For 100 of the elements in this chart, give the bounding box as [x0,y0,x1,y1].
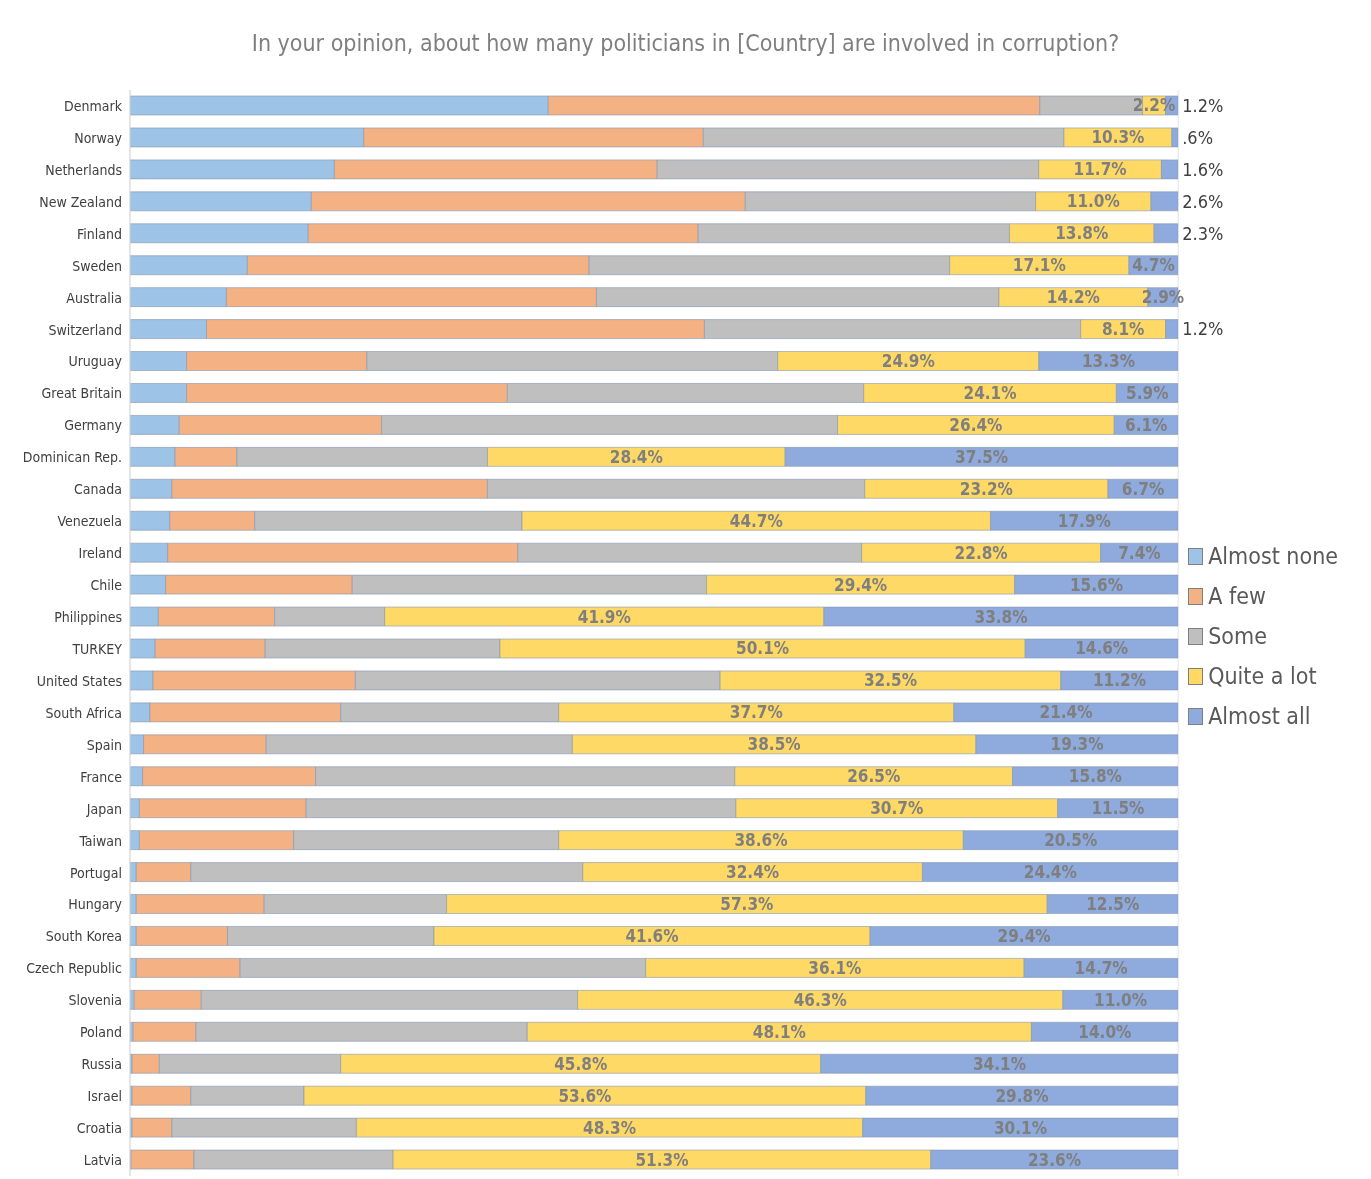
data-label: 22.8% [954,542,1008,563]
y-tick-label: Norway [74,129,123,146]
data-label: 50.1% [736,638,790,659]
data-label: 41.9% [577,606,631,627]
data-label: 21.4% [1039,702,1093,723]
data-label: 34.1% [972,1053,1026,1074]
y-tick-label: Australia [66,289,122,306]
data-label: 32.5% [863,670,917,691]
y-tick-label: Netherlands [45,161,122,178]
y-tick-label: Chile [90,577,123,594]
legend-label: Almost all [1208,703,1311,729]
data-label: 24.9% [881,350,935,371]
y-tick-label: Croatia [76,1120,122,1137]
legend-label: Some [1208,623,1267,649]
data-label: 48.1% [752,1021,806,1042]
y-tick-label: Ireland [78,545,122,562]
data-label: 7.4% [1118,542,1161,563]
data-label: 38.6% [734,830,788,851]
y-tick-label: Spain [86,736,122,753]
data-label: 57.3% [720,893,774,914]
y-tick-label: Japan [85,800,122,817]
y-tick-label: Poland [80,1024,122,1041]
y-tick-label: New Zealand [39,193,122,210]
data-label: 29.4% [834,574,888,595]
data-label: 11.0% [1094,989,1148,1010]
legend-label: Almost none [1208,543,1338,569]
y-tick-label: Czech Republic [26,960,123,977]
data-label: 2.3% [1182,222,1224,244]
data-label: 17.1% [1012,255,1066,276]
chart-title: In your opinion, about how many politicians in [Country] are involved in corruption? [250,29,1121,58]
data-label: 30.1% [993,1117,1047,1138]
y-tick-label: Finland [77,225,122,242]
data-label: 36.1% [808,957,862,978]
data-label: 14.0% [1078,1021,1132,1042]
data-label: 4.7% [1132,255,1175,276]
data-label: 20.5% [1044,830,1098,851]
data-label: 46.3% [793,989,847,1010]
data-label: 6.7% [1121,478,1165,499]
data-label: 29.8% [995,1085,1049,1106]
data-label: 23.6% [1027,1149,1082,1170]
data-label: 13.3% [1081,350,1136,371]
data-label: 33.8% [974,606,1028,627]
data-label: 26.5% [847,766,901,787]
data-label: 1.6% [1182,158,1224,180]
data-label: 1.2% [1182,318,1224,340]
y-tick-label: Denmark [64,97,123,114]
y-tick-label: South Korea [45,928,122,945]
data-label: 11.7% [1073,159,1127,180]
data-label: 37.5% [955,446,1009,467]
data-label: 6.1% [1125,414,1168,435]
y-tick-label: France [80,768,123,785]
y-tick-label: Uruguay [68,353,123,370]
data-label: 19.3% [1050,734,1104,755]
y-tick-label: Switzerland [48,321,122,338]
data-label: 14.6% [1075,638,1129,659]
data-label: 5.9% [1126,382,1169,403]
y-tick-label: South Africa [45,704,122,721]
data-label: 24.4% [1023,862,1077,883]
data-label: 28.4% [609,446,663,467]
data-label: .6% [1182,126,1214,148]
data-label: 51.3% [635,1149,689,1170]
y-tick-label: Canada [74,481,122,498]
data-label: 30.7% [870,798,924,819]
data-label: 12.5% [1086,893,1140,914]
data-label: 48.3% [583,1117,637,1138]
data-label: 14.2% [1046,287,1100,308]
y-tick-label: Israel [87,1088,122,1105]
legend-label: A few [1208,583,1266,609]
data-label: 32.4% [726,862,780,883]
data-label: 24.1% [963,382,1017,403]
data-label: 37.7% [729,702,783,723]
data-label: 8.1% [1101,319,1145,340]
data-label: 26.4% [949,414,1003,435]
y-tick-label: Sweden [72,257,122,274]
y-tick-label: Latvia [83,1152,122,1168]
y-tick-label: Great Britain [41,385,122,402]
data-label: 23.2% [959,478,1013,499]
data-label: 29.4% [997,925,1051,946]
y-tick-label: Portugal [69,864,122,881]
data-label: 17.9% [1057,510,1111,531]
data-label: 14.7% [1074,957,1128,978]
data-label: 10.3% [1091,127,1145,148]
data-label: 11.2% [1092,670,1147,691]
data-label: 41.6% [625,925,679,946]
data-label: 11.0% [1066,191,1120,212]
data-label: 13.8% [1055,223,1109,244]
y-tick-label: Venezuela [57,513,122,530]
data-label: 1.2% [1182,94,1224,116]
y-tick-label: Germany [64,417,123,434]
data-label: 2.6% [1182,190,1224,212]
legend-label: Quite a lot [1208,663,1317,689]
y-tick-label: Hungary [68,896,123,913]
y-tick-label: Slovenia [68,992,122,1009]
data-label: 38.5% [747,734,801,755]
y-tick-label: TURKEY [71,640,123,657]
data-label: 53.6% [558,1085,612,1106]
y-tick-label: United States [36,672,122,689]
y-tick-label: Taiwan [78,832,122,849]
data-label: 45.8% [554,1053,608,1074]
y-tick-label: Dominican Rep. [22,449,122,466]
